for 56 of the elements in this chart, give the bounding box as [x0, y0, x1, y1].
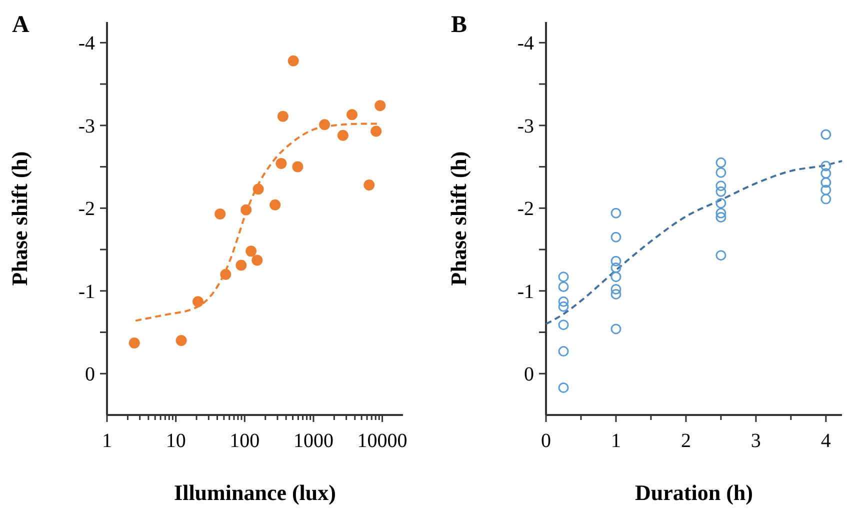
point	[610, 272, 622, 282]
x-tick-label: 1000	[293, 430, 334, 452]
y-tick-label: -3	[517, 115, 534, 138]
y-tick-label: 0	[85, 364, 95, 386]
point	[558, 301, 569, 312]
point	[558, 320, 569, 330]
point	[716, 186, 726, 197]
y-tick-label: -4	[517, 32, 534, 55]
y-tick-label: -1	[78, 280, 95, 303]
x-tick-label: 10	[166, 430, 186, 452]
point	[716, 180, 726, 192]
y-tick-label: 0	[524, 364, 534, 386]
point	[610, 288, 622, 300]
point	[716, 208, 726, 218]
point	[610, 262, 622, 273]
y-tick-label: -2	[517, 198, 534, 220]
x-tick-label: 10000	[357, 430, 408, 452]
y-tick-label: -2	[78, 198, 95, 220]
point	[558, 296, 569, 307]
chart-title: A	[12, 12, 30, 38]
point	[610, 284, 622, 294]
point	[820, 184, 832, 196]
point	[716, 212, 726, 223]
point	[716, 250, 726, 261]
point	[558, 382, 569, 393]
point	[820, 129, 832, 140]
x-tick-label: 3	[750, 430, 761, 452]
point	[610, 232, 622, 242]
point	[610, 208, 622, 218]
x-tick-label: 4	[820, 430, 831, 452]
x-tick-label: 1	[102, 430, 112, 452]
point	[820, 160, 832, 172]
y-tick-label: -3	[78, 115, 95, 138]
y-tick-label: -1	[517, 280, 534, 303]
point	[558, 282, 569, 292]
point	[716, 167, 726, 178]
x-tick-label: 2	[680, 430, 691, 452]
x-axis-title: Duration (h)	[635, 480, 753, 505]
point	[820, 177, 832, 188]
chart-title: B	[451, 12, 468, 38]
x-tick-label: 1	[610, 430, 621, 452]
point	[610, 324, 622, 334]
point	[820, 194, 832, 204]
x-tick-label: 100	[230, 430, 260, 452]
point	[558, 272, 569, 282]
y-axis-title: Phase shift (h)	[7, 151, 32, 286]
point	[820, 168, 832, 179]
y-axis-title: Phase shift (h)	[446, 151, 471, 286]
point	[610, 256, 622, 266]
x-tick-label: 0	[541, 430, 551, 452]
y-tick-label: -4	[78, 32, 95, 55]
line-series	[545, 160, 843, 325]
point	[716, 157, 726, 168]
point	[558, 346, 569, 357]
x-axis-title: Illuminance (lux)	[174, 480, 336, 505]
point	[716, 198, 726, 208]
